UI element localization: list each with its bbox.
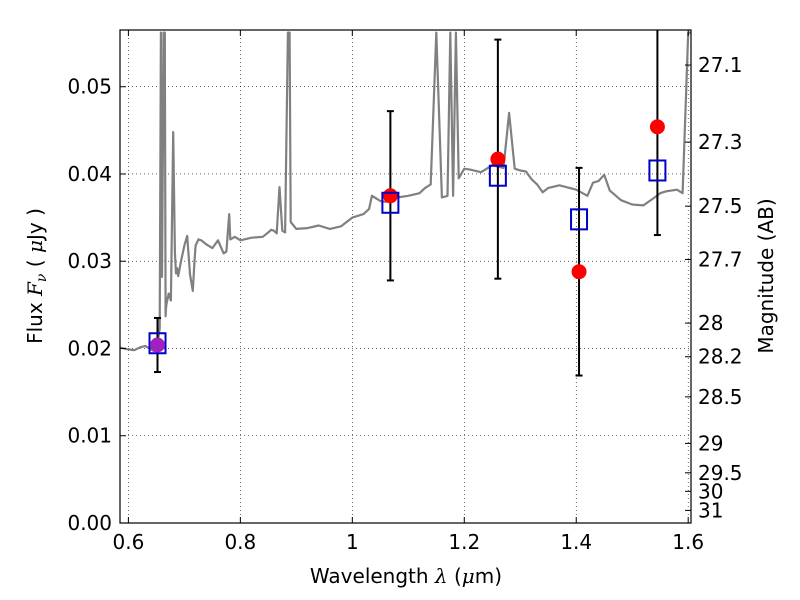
observed-flux-point xyxy=(649,119,665,135)
observed-flux-point xyxy=(490,151,506,167)
y-tick-label: 0.02 xyxy=(67,336,112,360)
y2-tick-label: 27.5 xyxy=(698,194,743,218)
y2-tick-label: 27.7 xyxy=(698,247,743,271)
y-tick-label: 0.04 xyxy=(67,162,112,186)
y-tick-label: 0.03 xyxy=(67,249,112,273)
x-axis-title: Wavelength λ (μm) xyxy=(310,564,502,588)
y2-tick-label: 28.2 xyxy=(698,345,743,369)
x-tick-label: 1.4 xyxy=(560,530,592,554)
data-layer xyxy=(120,30,691,377)
x-tick-label: 0.8 xyxy=(224,530,256,554)
model-flux-square xyxy=(570,208,589,231)
y2-tick-label: 29.5 xyxy=(698,461,743,485)
template-spectrum-line xyxy=(120,31,691,353)
overlap-data-point xyxy=(150,337,166,353)
x-tick-label: 0.6 xyxy=(112,530,144,554)
y-tick-label: 0.05 xyxy=(67,75,112,99)
y-tick-label: 0.01 xyxy=(67,424,112,448)
y-axis-title: Flux Fν ( μJy ) xyxy=(23,208,50,344)
model-flux-square xyxy=(488,164,507,187)
y2-tick-label: 27.1 xyxy=(698,53,743,77)
model-flux-square xyxy=(648,159,667,182)
y2-tick-label: 28 xyxy=(698,311,723,335)
y2-tick-label: 30 xyxy=(698,479,723,503)
y2-tick-label: 27.3 xyxy=(698,130,743,154)
y-tick-label: 0.00 xyxy=(67,511,112,535)
plot-frame xyxy=(119,29,692,524)
x-tick-label: 1.6 xyxy=(672,530,704,554)
y2-tick-label: 31 xyxy=(698,498,723,522)
model-flux-square xyxy=(148,332,167,355)
y2-tick-label: 28.5 xyxy=(698,385,743,409)
model-flux-square xyxy=(381,191,400,214)
y2-axis-title: Magnitude (AB) xyxy=(754,198,778,353)
axis-ticks: 0.6 0.8 1 1.2 1.4 1.6 0.00 0.01 0.02 0.03 0.04 0.05… xyxy=(67,30,743,554)
x-tick-label: 1 xyxy=(346,530,359,554)
observed-flux-point xyxy=(571,264,587,280)
y2-tick-label: 29 xyxy=(698,431,723,455)
x-tick-label: 1.2 xyxy=(448,530,480,554)
observed-flux-point xyxy=(382,188,398,204)
